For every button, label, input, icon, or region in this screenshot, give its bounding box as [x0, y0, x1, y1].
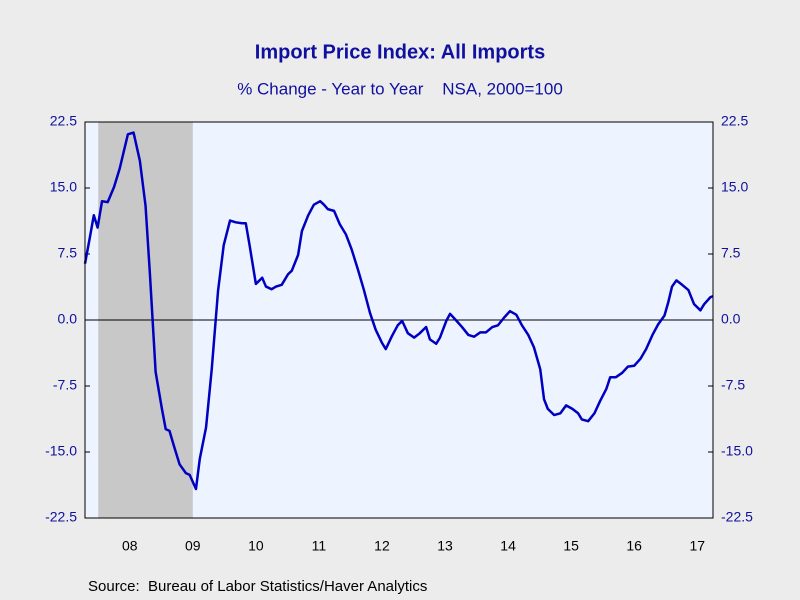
x-tick-label: 17	[689, 538, 705, 554]
data-line	[83, 131, 714, 491]
x-tick-label: 10	[248, 538, 264, 554]
y-tick-label: 15.0	[50, 179, 77, 195]
y2-tick-label: -22.5	[721, 509, 753, 525]
y-tick-label: 7.5	[58, 245, 78, 261]
y2-tick-label: 7.5	[721, 245, 741, 261]
y2-tick-label: 15.0	[721, 179, 748, 195]
x-tick-label: 12	[374, 538, 390, 554]
x-tick-label: 14	[500, 538, 516, 554]
y-tick-label: 0.0	[58, 311, 78, 327]
y2-tick-label: -7.5	[721, 377, 745, 393]
y2-tick-label: 22.5	[721, 113, 748, 129]
y2-tick-label: 0.0	[721, 311, 741, 327]
plot-frame	[84, 121, 714, 519]
y-tick-label: -15.0	[45, 443, 77, 459]
x-tick-label: 16	[626, 538, 642, 554]
x-tick-label: 11	[312, 538, 327, 554]
chart-subtitle: % Change - Year to Year NSA, 2000=100	[237, 79, 563, 98]
source-note: Source: Bureau of Labor Statistics/Haver…	[88, 578, 427, 595]
y-tick-label: -7.5	[53, 377, 77, 393]
y2-tick-label: -15.0	[721, 443, 753, 459]
x-tick-label: 15	[563, 538, 579, 554]
y-tick-label: 22.5	[50, 113, 77, 129]
x-tick-label: 08	[122, 538, 138, 554]
chart-title: Import Price Index: All Imports	[255, 41, 545, 63]
x-tick-label: 09	[185, 538, 201, 554]
y-tick-label: -22.5	[45, 509, 77, 525]
x-tick-label: 13	[437, 538, 453, 554]
